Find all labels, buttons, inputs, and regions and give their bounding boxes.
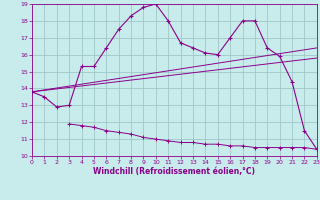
X-axis label: Windchill (Refroidissement éolien,°C): Windchill (Refroidissement éolien,°C) bbox=[93, 167, 255, 176]
